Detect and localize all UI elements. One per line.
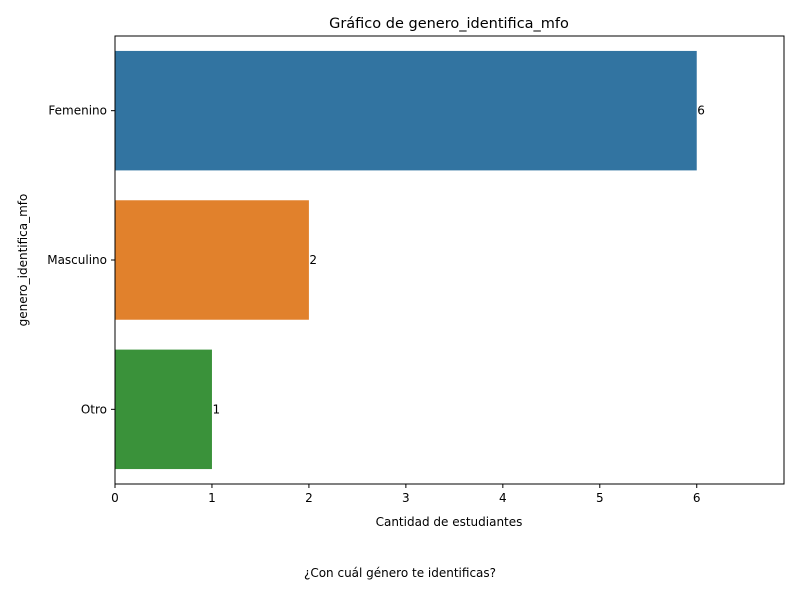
y-tick-label-masculino: Masculino xyxy=(47,253,107,267)
y-tick-label-femenino: Femenino xyxy=(48,104,107,118)
bar-value-label-masculino: 2 xyxy=(309,253,317,267)
bar-value-label-otro: 1 xyxy=(212,402,220,416)
bar-masculino xyxy=(115,200,309,320)
x-axis-label: Cantidad de estudiantes xyxy=(376,515,523,529)
question-caption: ¿Con cuál género te identificas? xyxy=(303,566,497,580)
x-tick-label: 5 xyxy=(596,491,604,505)
x-tick-label: 1 xyxy=(208,491,216,505)
bars-group xyxy=(115,50,697,470)
x-tick-label: 0 xyxy=(111,491,119,505)
x-tick-label: 3 xyxy=(402,491,410,505)
x-tick-label: 2 xyxy=(305,491,313,505)
bar-otro xyxy=(115,349,212,470)
bar-value-label-femenino: 6 xyxy=(697,104,705,118)
bar-femenino xyxy=(115,50,697,171)
chart-title: Gráfico de genero_identifica_mfo xyxy=(329,16,569,32)
y-axis-ticks: Femenino Masculino Otro xyxy=(47,104,115,416)
y-axis-label: genero_identifica_mfo xyxy=(16,194,30,327)
bar-labels-group: 6 2 1 xyxy=(212,104,704,417)
x-tick-label: 4 xyxy=(499,491,507,505)
x-tick-label: 6 xyxy=(693,491,701,505)
y-tick-label-otro: Otro xyxy=(81,402,107,416)
x-axis-ticks: 0 1 2 3 4 5 6 xyxy=(111,484,701,505)
